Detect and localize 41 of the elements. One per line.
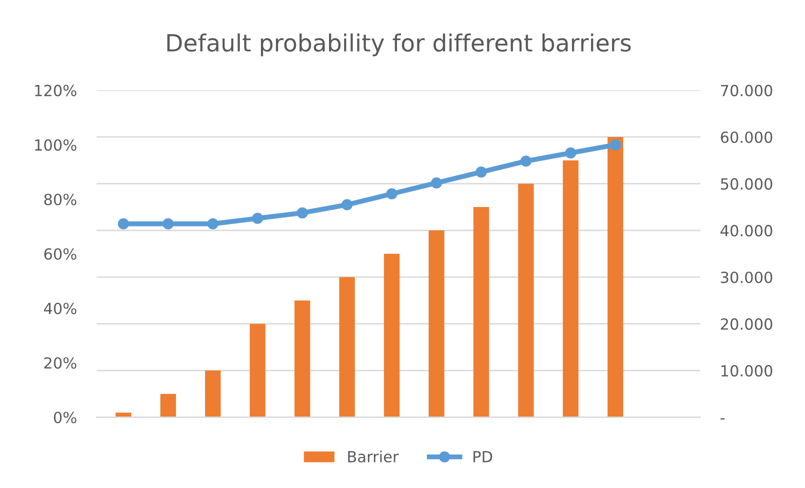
legend-label: Barrier — [348, 450, 399, 462]
y2-tick-label: 20.000 — [720, 318, 772, 330]
y-tick-label: 80% — [44, 194, 76, 206]
y-tick-label: 120% — [35, 84, 76, 96]
point — [341, 199, 353, 210]
y-tick-label: 40% — [44, 302, 76, 314]
bar — [160, 394, 176, 418]
bar — [562, 160, 578, 418]
y2-tick-label: - — [720, 418, 725, 420]
bar — [428, 230, 444, 418]
y-tick-label: 100% — [35, 139, 76, 151]
point — [207, 218, 218, 230]
bar — [205, 370, 221, 418]
point — [476, 166, 487, 178]
y-tick-label: 0% — [54, 412, 76, 424]
y2-tick-label: 60.000 — [720, 131, 772, 144]
y2-tick-label: 30.000 — [720, 272, 772, 284]
point — [296, 207, 308, 218]
y2-tick-label: 70.000 — [721, 84, 772, 96]
chart-title: Default probability for different barriers — [167, 33, 631, 56]
bar — [518, 184, 534, 418]
point — [430, 177, 442, 188]
y2-tick-label: 10.000 — [721, 364, 772, 377]
point — [610, 139, 621, 150]
bar — [250, 324, 266, 418]
y-tick-label: 60% — [44, 248, 76, 260]
y-tick-label: 20% — [44, 357, 76, 369]
y2-tick-label: 50.000 — [720, 178, 772, 190]
point — [386, 188, 398, 200]
bar — [608, 136, 624, 418]
y2-tick-label: 40.000 — [720, 224, 772, 236]
bar — [473, 207, 490, 418]
legend-label: PD — [474, 451, 492, 462]
point — [565, 147, 576, 159]
bar — [384, 254, 400, 418]
bar — [339, 277, 355, 418]
point — [252, 212, 264, 224]
bar — [294, 300, 310, 418]
point — [118, 218, 129, 230]
point — [520, 156, 532, 167]
point — [162, 218, 174, 230]
